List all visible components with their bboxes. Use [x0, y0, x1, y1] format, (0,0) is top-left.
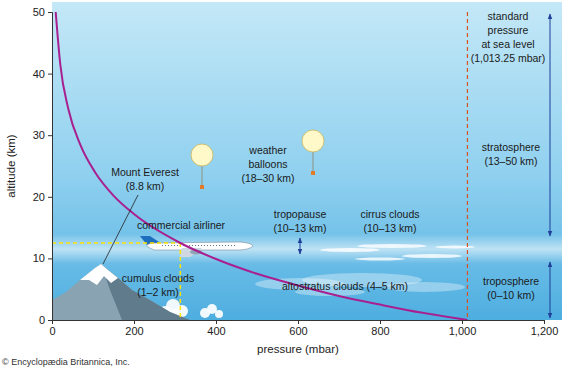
x-tick-mark: [544, 320, 545, 324]
troposphere-label: troposphere: [483, 275, 539, 287]
background: [52, 2, 562, 321]
y-tick: 20: [33, 191, 52, 203]
y-tick-label: 10: [33, 252, 45, 264]
balloons-label: weather: [248, 144, 287, 156]
pointers: [103, 14, 550, 318]
y-axis-title: altitude (km): [5, 134, 17, 197]
cirrus-label: (10–13 km): [363, 222, 416, 234]
x-tick-label: 400: [207, 325, 225, 337]
tropopause-band: [52, 234, 562, 264]
x-tick: 400: [207, 320, 225, 337]
cirrus-cloud: [402, 254, 462, 258]
troposphere-arrow: [550, 262, 551, 318]
airliner: [140, 236, 253, 257]
tropopause-label: tropopause: [274, 208, 327, 220]
cirrus-cloud: [320, 248, 380, 252]
tropopause-arrow: [300, 238, 301, 254]
x-tick: 0: [49, 320, 55, 337]
weather-balloon: [191, 144, 213, 166]
y-tick-mark: [48, 135, 52, 136]
y-tick-label: 30: [33, 129, 45, 141]
everest-pointer: [103, 195, 138, 264]
x-tick-label: 200: [125, 325, 143, 337]
airliner-windows: [162, 245, 236, 246]
balloons-label: (18–30 km): [241, 172, 294, 184]
y-tick-label: 50: [33, 6, 45, 18]
balloon-string: [202, 166, 203, 185]
stratosphere-label: (13–50 km): [484, 155, 537, 167]
y-axis: 0 10 20 30 40 50: [33, 6, 53, 326]
y-tick-mark: [48, 12, 52, 13]
x-tick: 800: [371, 320, 389, 337]
mountain-snow: [80, 264, 118, 285]
cirrus-cloud: [435, 246, 475, 249]
y-tick: 40: [33, 68, 52, 80]
balloon-payload: [311, 171, 315, 175]
y-tick-label: 20: [33, 191, 45, 203]
y-tick: 0: [39, 314, 52, 326]
chart-root: 0 200 400 600 800 1,000 1,200 0 10 20 30 40 50 pressu…: [0, 0, 570, 370]
x-tick: 1,200: [531, 320, 559, 337]
troposphere-label: (0–10 km): [487, 289, 534, 301]
stratosphere-arrow: [550, 14, 551, 236]
y-tick-mark: [48, 258, 52, 259]
y-tick-mark: [48, 320, 52, 321]
chart-svg: 0 200 400 600 800 1,000 1,200 0 10 20 30 40 50 pressu…: [0, 0, 570, 370]
altostratus-label: altostratus clouds (4–5 km): [282, 280, 408, 292]
stratosphere-label: stratosphere: [482, 141, 541, 153]
guide-line-horizontal: [52, 242, 180, 244]
x-tick: 600: [289, 320, 307, 337]
credit: © Encyclopædia Britannica, Inc.: [2, 357, 130, 367]
x-tick-label: 800: [371, 325, 389, 337]
sky: [52, 2, 562, 320]
y-axis-line: [48, 13, 53, 321]
cumulus-label: cumulus clouds: [122, 272, 194, 284]
pressure-curve: [56, 12, 468, 320]
reference-line-label: at sea level: [481, 38, 534, 50]
cumulus-label: (1–2 km): [137, 286, 178, 298]
x-tick-mark: [298, 320, 299, 324]
plot-area: [52, 12, 467, 320]
x-tick-mark: [380, 320, 381, 324]
cirrus-label: cirrus clouds: [361, 208, 420, 220]
x-tick-mark: [462, 320, 463, 324]
x-tick-label: 1,000: [449, 325, 477, 337]
x-axis-title: pressure (mbar): [257, 343, 339, 355]
weather-balloon: [302, 130, 324, 152]
airliner-label: commercial airliner: [137, 219, 226, 231]
reference-line-label: (1,013.25 mbar): [471, 52, 546, 64]
x-tick: 200: [125, 320, 143, 337]
reference-line: [467, 12, 468, 320]
cumulus-cloud: [215, 310, 223, 318]
x-tick-label: 600: [289, 325, 307, 337]
x-tick-label: 1,200: [531, 325, 559, 337]
balloons-label: balloons: [248, 158, 287, 170]
y-tick-mark: [48, 74, 52, 75]
everest-label: Mount Everest: [111, 166, 179, 178]
annotations: standard pressure at sea level (1,013.25 mb…: [111, 10, 545, 301]
x-tick-mark: [134, 320, 135, 324]
balloon-string: [313, 152, 314, 171]
y-tick: 50: [33, 6, 52, 18]
x-axis-line: [53, 321, 545, 325]
x-axis: 0 200 400 600 800 1,000 1,200: [49, 320, 558, 337]
cirrus-cloud: [357, 244, 427, 248]
tropopause-label: (10–13 km): [273, 222, 326, 234]
y-tick-label: 40: [33, 68, 45, 80]
x-tick-mark: [216, 320, 217, 324]
reference-line-label: pressure: [488, 24, 529, 36]
x-tick: 1,000: [449, 320, 477, 337]
y-tick: 30: [33, 129, 52, 141]
y-tick-label: 0: [39, 314, 45, 326]
y-tick: 10: [33, 252, 52, 264]
reference-line-label: standard: [488, 10, 529, 22]
x-tick-label: 0: [49, 325, 55, 337]
balloon-payload: [200, 185, 204, 189]
cirrus-cloud: [355, 258, 405, 261]
y-tick-mark: [48, 197, 52, 198]
everest-label: (8.8 km): [126, 180, 165, 192]
